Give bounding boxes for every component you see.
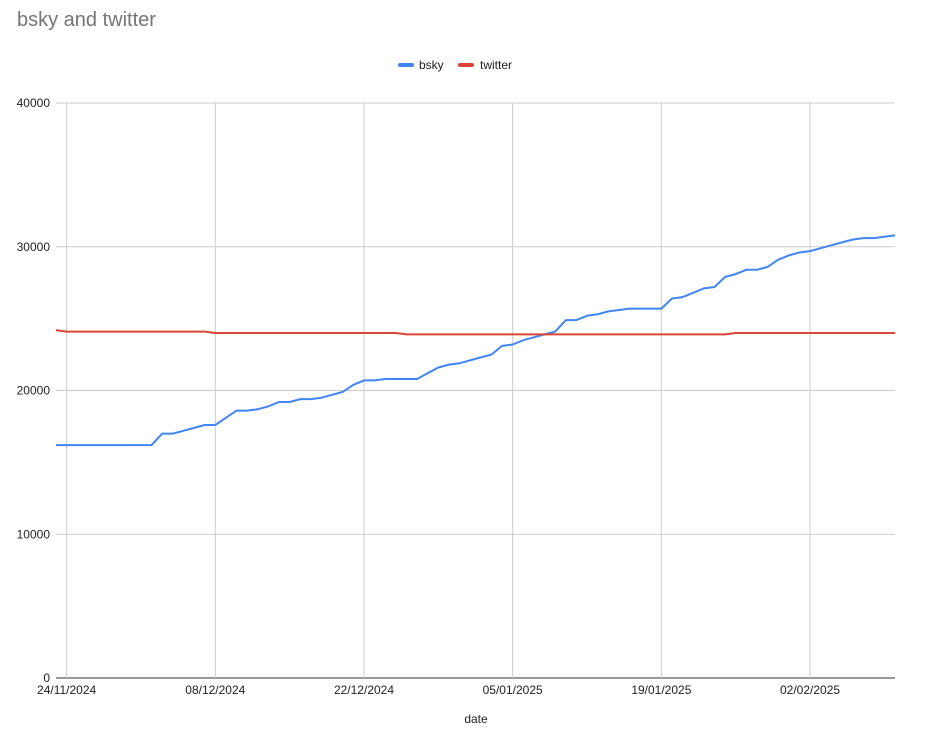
y-axis: 0 10000 20000 30000 40000 xyxy=(17,96,51,685)
y-tick-label: 20000 xyxy=(17,384,51,398)
x-tick-label: 08/12/2024 xyxy=(185,683,245,697)
series-line-twitter xyxy=(55,329,895,336)
x-tick-label: 22/12/2024 xyxy=(334,683,394,697)
x-axis: 24/11/2024 08/12/2024 22/12/2024 05/01/2025… xyxy=(37,683,840,697)
series-line-bsky xyxy=(56,234,896,447)
legend-label-bsky: bsky xyxy=(419,58,444,72)
grid-lines xyxy=(56,102,895,679)
y-tick-label: 30000 xyxy=(17,240,51,254)
x-tick-label: 24/11/2024 xyxy=(37,683,96,697)
legend-label-twitter: twitter xyxy=(480,58,512,72)
series-lines xyxy=(55,234,896,447)
y-tick-label: 10000 xyxy=(17,527,51,541)
x-tick-label: 19/01/2025 xyxy=(631,683,691,697)
chart-title: bsky and twitter xyxy=(17,9,156,31)
y-tick-label: 0 xyxy=(43,671,50,685)
y-tick-label: 40000 xyxy=(17,96,51,110)
legend: bsky twitter xyxy=(398,58,512,72)
x-tick-label: 02/02/2025 xyxy=(780,683,840,697)
x-tick-label: 05/01/2025 xyxy=(483,683,543,697)
x-axis-title: date xyxy=(464,712,488,726)
